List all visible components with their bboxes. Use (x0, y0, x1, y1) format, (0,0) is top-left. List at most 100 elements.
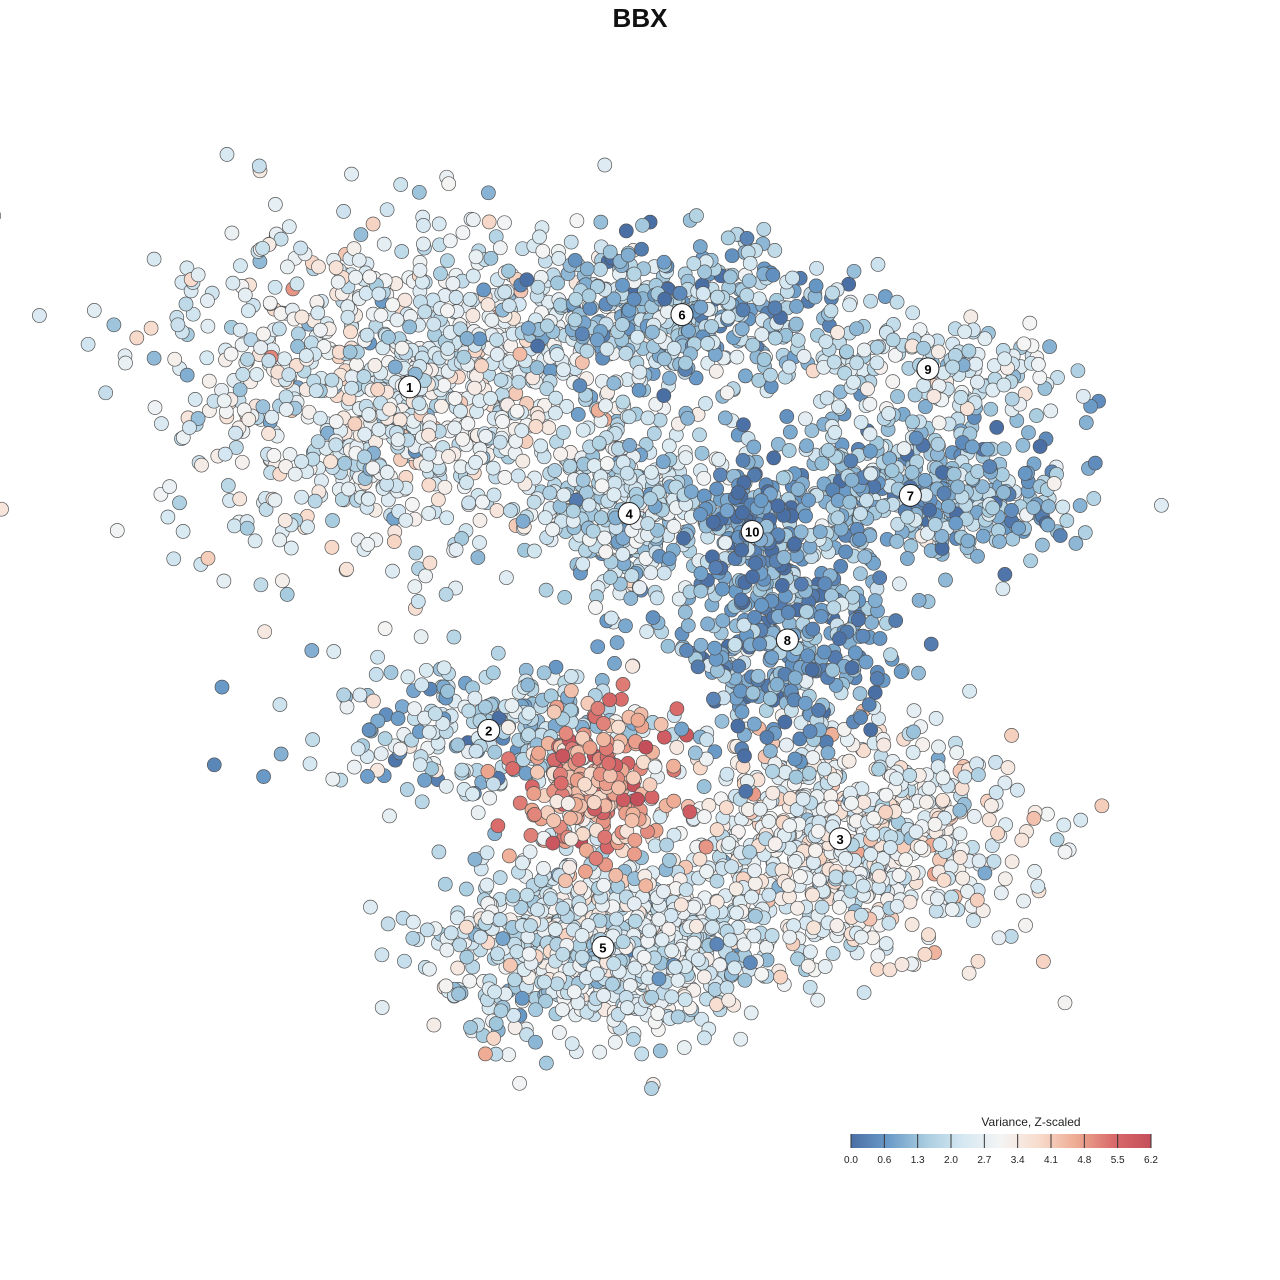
data-point (638, 878, 654, 894)
data-point (461, 495, 477, 511)
data-point (486, 776, 501, 792)
data-point (447, 420, 462, 436)
data-point (736, 937, 752, 953)
data-point (179, 367, 195, 383)
data-point (501, 263, 516, 279)
data-point (575, 472, 591, 488)
data-point (719, 766, 735, 782)
data-point (656, 254, 672, 270)
data-point (904, 917, 920, 932)
data-point (900, 551, 915, 566)
data-point (310, 434, 326, 450)
data-point (627, 913, 643, 929)
data-point (472, 535, 487, 550)
data-point (851, 612, 866, 627)
data-point (782, 929, 798, 945)
data-point (911, 592, 927, 608)
data-point (680, 410, 695, 426)
data-point (399, 782, 415, 797)
data-point (876, 737, 892, 753)
data-point (264, 409, 280, 425)
data-point (862, 396, 878, 412)
data-point (572, 378, 588, 393)
data-point (678, 355, 693, 371)
data-point (995, 581, 1011, 597)
data-point (765, 785, 781, 801)
data-point (249, 367, 265, 382)
data-point (709, 936, 725, 952)
data-point (416, 218, 431, 233)
data-point (644, 989, 659, 1005)
data-point (643, 565, 659, 581)
data-point (721, 836, 737, 851)
data-point (298, 348, 314, 363)
data-point (459, 881, 474, 897)
data-point (747, 863, 762, 879)
data-point (830, 510, 846, 526)
data-point (1059, 513, 1075, 528)
data-point (555, 1002, 570, 1017)
data-point (467, 380, 482, 396)
data-point (1072, 498, 1088, 513)
data-point (225, 275, 241, 291)
data-point (810, 823, 826, 839)
data-point (86, 303, 102, 318)
data-point (609, 911, 624, 927)
data-point (736, 417, 751, 433)
data-point (722, 269, 738, 285)
data-point (1040, 517, 1056, 533)
data-point (957, 324, 973, 340)
data-point (690, 952, 706, 968)
data-point (620, 247, 636, 263)
data-point (385, 297, 400, 313)
data-point (390, 432, 406, 448)
data-point (968, 356, 984, 372)
data-point (201, 373, 217, 389)
data-point (567, 312, 583, 328)
data-point (863, 443, 878, 459)
data-point (715, 581, 730, 597)
data-point (1027, 864, 1042, 879)
data-point (468, 249, 484, 265)
data-point (266, 448, 282, 463)
data-point (603, 610, 619, 626)
data-point (261, 353, 277, 369)
data-point (255, 240, 270, 256)
data-point (574, 949, 590, 965)
data-point (922, 502, 937, 518)
data-point (609, 635, 625, 650)
data-point (593, 214, 609, 230)
data-point (885, 332, 901, 348)
data-point (800, 648, 816, 664)
data-point (734, 542, 750, 558)
data-point (906, 703, 922, 718)
data-point (187, 392, 203, 407)
data-point (478, 429, 494, 444)
data-point (590, 639, 606, 655)
data-point (421, 506, 437, 521)
data-point (255, 399, 271, 415)
data-point (875, 498, 891, 514)
data-point (625, 658, 640, 674)
data-point (272, 532, 288, 548)
data-point (870, 257, 886, 272)
data-point (904, 465, 920, 480)
data-point (927, 817, 943, 832)
data-point (693, 299, 709, 315)
data-point (538, 582, 554, 598)
data-point (936, 485, 952, 501)
data-point (588, 600, 603, 615)
data-point (490, 645, 506, 661)
data-point (657, 351, 672, 367)
data-point (893, 664, 909, 680)
data-point (467, 851, 483, 867)
data-point (462, 973, 478, 989)
data-point (535, 243, 551, 259)
data-point (185, 306, 201, 322)
data-point (445, 276, 461, 291)
data-point (312, 410, 328, 426)
data-point (323, 454, 338, 470)
data-point (455, 431, 470, 447)
data-point (597, 157, 613, 173)
data-point (765, 267, 781, 283)
